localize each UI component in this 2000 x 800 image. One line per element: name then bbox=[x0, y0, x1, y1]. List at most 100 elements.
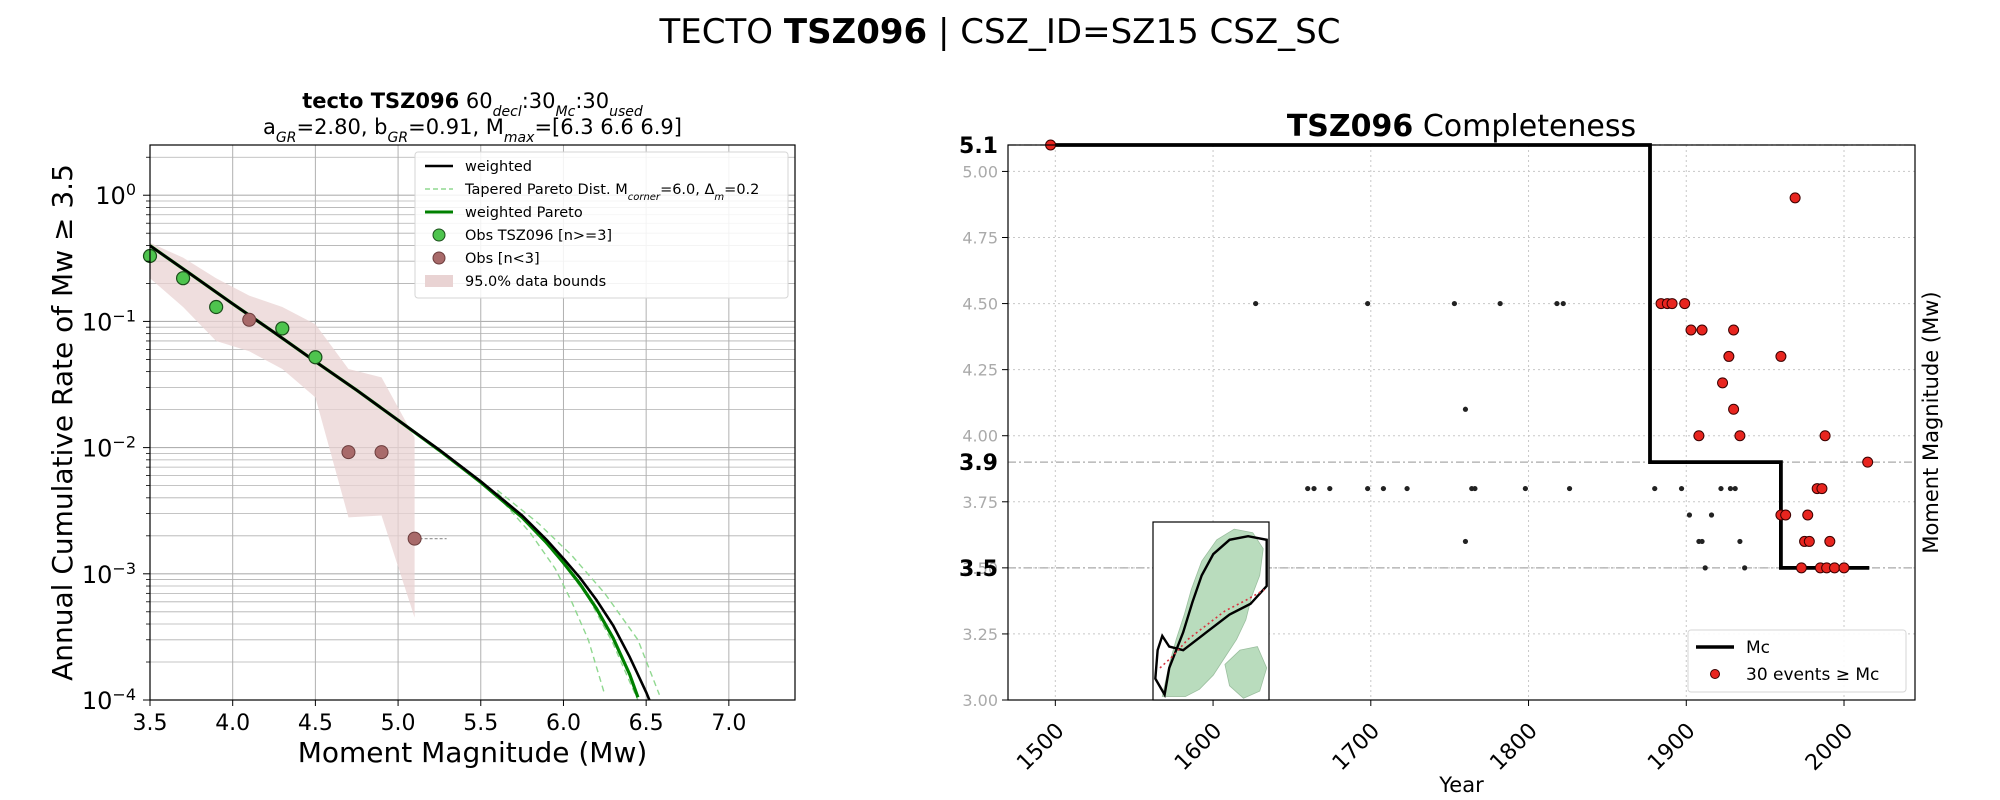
event-below-mc-point bbox=[1686, 512, 1693, 518]
inset-fault-trace bbox=[1159, 588, 1265, 669]
rate-y-tick-exp: −3 bbox=[112, 558, 136, 577]
event-below-mc-point bbox=[1699, 538, 1705, 545]
event-below-mc-point bbox=[1327, 485, 1333, 492]
event-above-mc-point bbox=[1723, 350, 1735, 362]
rate-title-part: 60 bbox=[459, 89, 492, 113]
event-below-mc-point bbox=[1365, 300, 1371, 307]
rate-x-tick-label: 6.5 bbox=[629, 711, 664, 736]
obs-point bbox=[275, 321, 290, 336]
tapered-pareto-line bbox=[496, 489, 661, 696]
event-below-mc-point bbox=[1311, 485, 1317, 492]
event-below-mc-point bbox=[1732, 485, 1738, 492]
completeness-grid bbox=[1008, 144, 1915, 701]
legend-label: 30 events ≥ Mc bbox=[1746, 665, 1879, 685]
inset-land bbox=[1224, 646, 1268, 699]
obs-small-n-point bbox=[341, 445, 356, 460]
event-below-mc-point bbox=[1380, 485, 1387, 492]
event-below-mc-point bbox=[1253, 300, 1259, 307]
rate-legend-box bbox=[414, 151, 789, 299]
completeness-x-tick-label: 2000 bbox=[1801, 719, 1858, 776]
obs-point bbox=[209, 299, 224, 315]
event-below-mc-point bbox=[1737, 538, 1743, 545]
rate-subtitle-part: =2.80, b bbox=[296, 115, 387, 139]
legend-label: weighted bbox=[465, 159, 532, 175]
rate-x-tick-label: 3.5 bbox=[133, 711, 168, 736]
mc-level-label: 3.9 bbox=[959, 451, 998, 476]
event-above-mc-point bbox=[1824, 535, 1836, 547]
event-above-mc-point bbox=[1693, 430, 1705, 442]
rate-y-tick-base: 10 bbox=[82, 687, 113, 715]
legend-label: weighted Pareto bbox=[465, 205, 583, 221]
event-below-mc-point bbox=[1718, 485, 1724, 492]
rate-title-part: :30 bbox=[522, 89, 556, 113]
obs-small-n-point bbox=[407, 531, 422, 546]
completeness-y-tick-label: 4.00 bbox=[962, 427, 998, 446]
legend-label-sub: m bbox=[714, 192, 724, 203]
rate-x-tick-label: 5.0 bbox=[381, 711, 416, 736]
completeness-y-tick-label: 3.00 bbox=[962, 691, 998, 710]
event-above-mc-point bbox=[1819, 430, 1831, 442]
figure-title-prefix: TECTO bbox=[659, 12, 784, 52]
completeness-x-tick-label: 1700 bbox=[1328, 719, 1385, 776]
event-below-mc-point bbox=[1472, 485, 1478, 492]
rate-y-tick-label: 10−1 bbox=[82, 306, 136, 337]
legend-label-sub: corner bbox=[628, 192, 661, 203]
legend-events-swatch bbox=[1710, 669, 1720, 679]
rate-subtitle-sub: max bbox=[504, 130, 535, 146]
mc-level-label: 3.5 bbox=[959, 557, 998, 582]
event-above-mc-point bbox=[1780, 509, 1792, 521]
rate-legend: weighted Tapered Pareto Dist. Mcorner=6.0… bbox=[414, 151, 789, 299]
event-above-mc-point bbox=[1802, 509, 1814, 521]
event-above-mc-point bbox=[1795, 562, 1807, 574]
event-above-mc-point bbox=[1679, 298, 1691, 310]
event-below-mc-point bbox=[1566, 485, 1573, 492]
event-below-mc-point bbox=[1560, 300, 1566, 307]
rate-subtitle-sub: GR bbox=[388, 130, 409, 146]
rate-title-zone: tecto TSZ096 bbox=[302, 89, 459, 113]
completeness-title-zone: TSZ096 bbox=[1287, 109, 1413, 144]
rate-y-tick-label: 10−4 bbox=[82, 685, 136, 716]
legend-label-part: Tapered Pareto Dist. M bbox=[464, 182, 628, 198]
event-above-mc-point bbox=[1816, 483, 1828, 495]
event-below-mc-point bbox=[1727, 485, 1734, 492]
event-above-mc-point bbox=[1666, 298, 1678, 310]
rate-title-sub: decl bbox=[493, 104, 522, 120]
legend-label: 95.0% data bounds bbox=[465, 274, 606, 290]
rate-x-tick-label: 7.0 bbox=[711, 711, 746, 736]
event-below-mc-point bbox=[1404, 485, 1410, 492]
rate-y-tick-base: 10 bbox=[95, 182, 126, 210]
figure-title: TECTO TSZ096 | CSZ_ID=SZ15 CSZ_SC bbox=[0, 10, 2000, 54]
rate-title-sub: used bbox=[609, 104, 643, 120]
rate-y-tick-label: 100 bbox=[95, 180, 136, 211]
event-above-mc-point bbox=[1696, 324, 1708, 336]
event-below-mc-point bbox=[1678, 485, 1685, 492]
mc-step-line bbox=[1052, 143, 1870, 570]
legend-obs-swatch bbox=[432, 228, 446, 242]
obs-small-n-point bbox=[374, 445, 389, 460]
event-above-mc-point bbox=[1717, 377, 1729, 389]
event-above-mc-point bbox=[1734, 430, 1746, 442]
event-below-mc-point bbox=[1708, 512, 1715, 518]
event-above-mc-point bbox=[1803, 535, 1815, 547]
rate-y-tick-exp: −4 bbox=[112, 685, 136, 704]
event-below-mc-point bbox=[1462, 406, 1469, 412]
event-below-mc-point bbox=[1702, 565, 1708, 571]
completeness-axes-frame bbox=[1007, 144, 1916, 701]
completeness-x-tick-label: 1600 bbox=[1170, 719, 1227, 776]
rate-x-tick-label: 5.5 bbox=[463, 711, 498, 736]
rate-y-tick-exp: −1 bbox=[112, 306, 136, 325]
completeness-y-tick-label: 4.75 bbox=[962, 229, 998, 248]
obs-small-n-point bbox=[242, 312, 257, 327]
inset-land bbox=[1161, 528, 1264, 697]
rate-subtitle-sub: GR bbox=[276, 130, 297, 146]
obs-point bbox=[308, 350, 323, 365]
completeness-y-tick-label: 4.50 bbox=[962, 295, 998, 314]
rate-y-axis-label: Annual Cumulative Rate of Mw ≥ 3.5 bbox=[46, 164, 79, 681]
event-above-mc-point bbox=[1838, 562, 1850, 574]
mc-level-label: 5.1 bbox=[959, 134, 998, 159]
event-below-mc-point bbox=[1451, 300, 1458, 307]
legend-label: Obs TSZ096 [n>=3] bbox=[465, 228, 612, 244]
completeness-chart: 3.00 3.25 3.50 3.75 4.00 4.25 4.50 4.75 5.00 5.1 3… bbox=[959, 109, 1943, 797]
event-above-mc-point bbox=[1789, 192, 1801, 204]
